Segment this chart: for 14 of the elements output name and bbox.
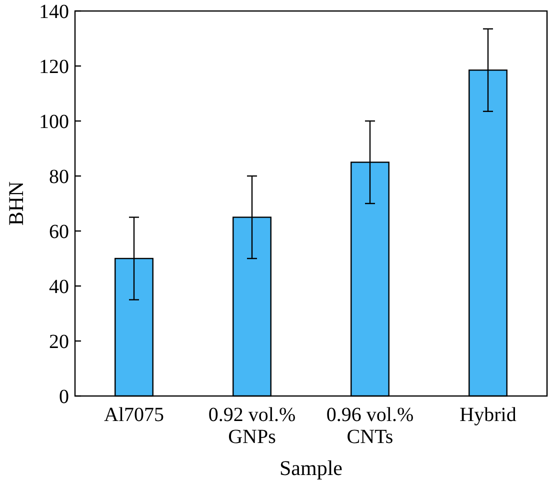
y-tick-label: 80: [49, 166, 69, 188]
y-tick-label: 140: [39, 1, 69, 23]
y-axis-title: BHN: [4, 181, 28, 226]
x-axis-title: Sample: [280, 456, 342, 480]
y-tick-label: 120: [39, 56, 69, 78]
x-tick-label: 0.92 vol.% GNPs: [208, 404, 296, 448]
y-tick-label: 20: [49, 331, 69, 353]
y-tick-label: 100: [39, 111, 69, 133]
y-tick-label: 0: [59, 386, 69, 408]
y-tick-label: 40: [49, 276, 69, 298]
x-tick-label: Al7075: [104, 404, 164, 426]
y-tick-label: 60: [49, 221, 69, 243]
x-tick-label: 0.96 vol.% CNTs: [326, 404, 414, 448]
x-tick-label: Hybrid: [460, 404, 516, 426]
